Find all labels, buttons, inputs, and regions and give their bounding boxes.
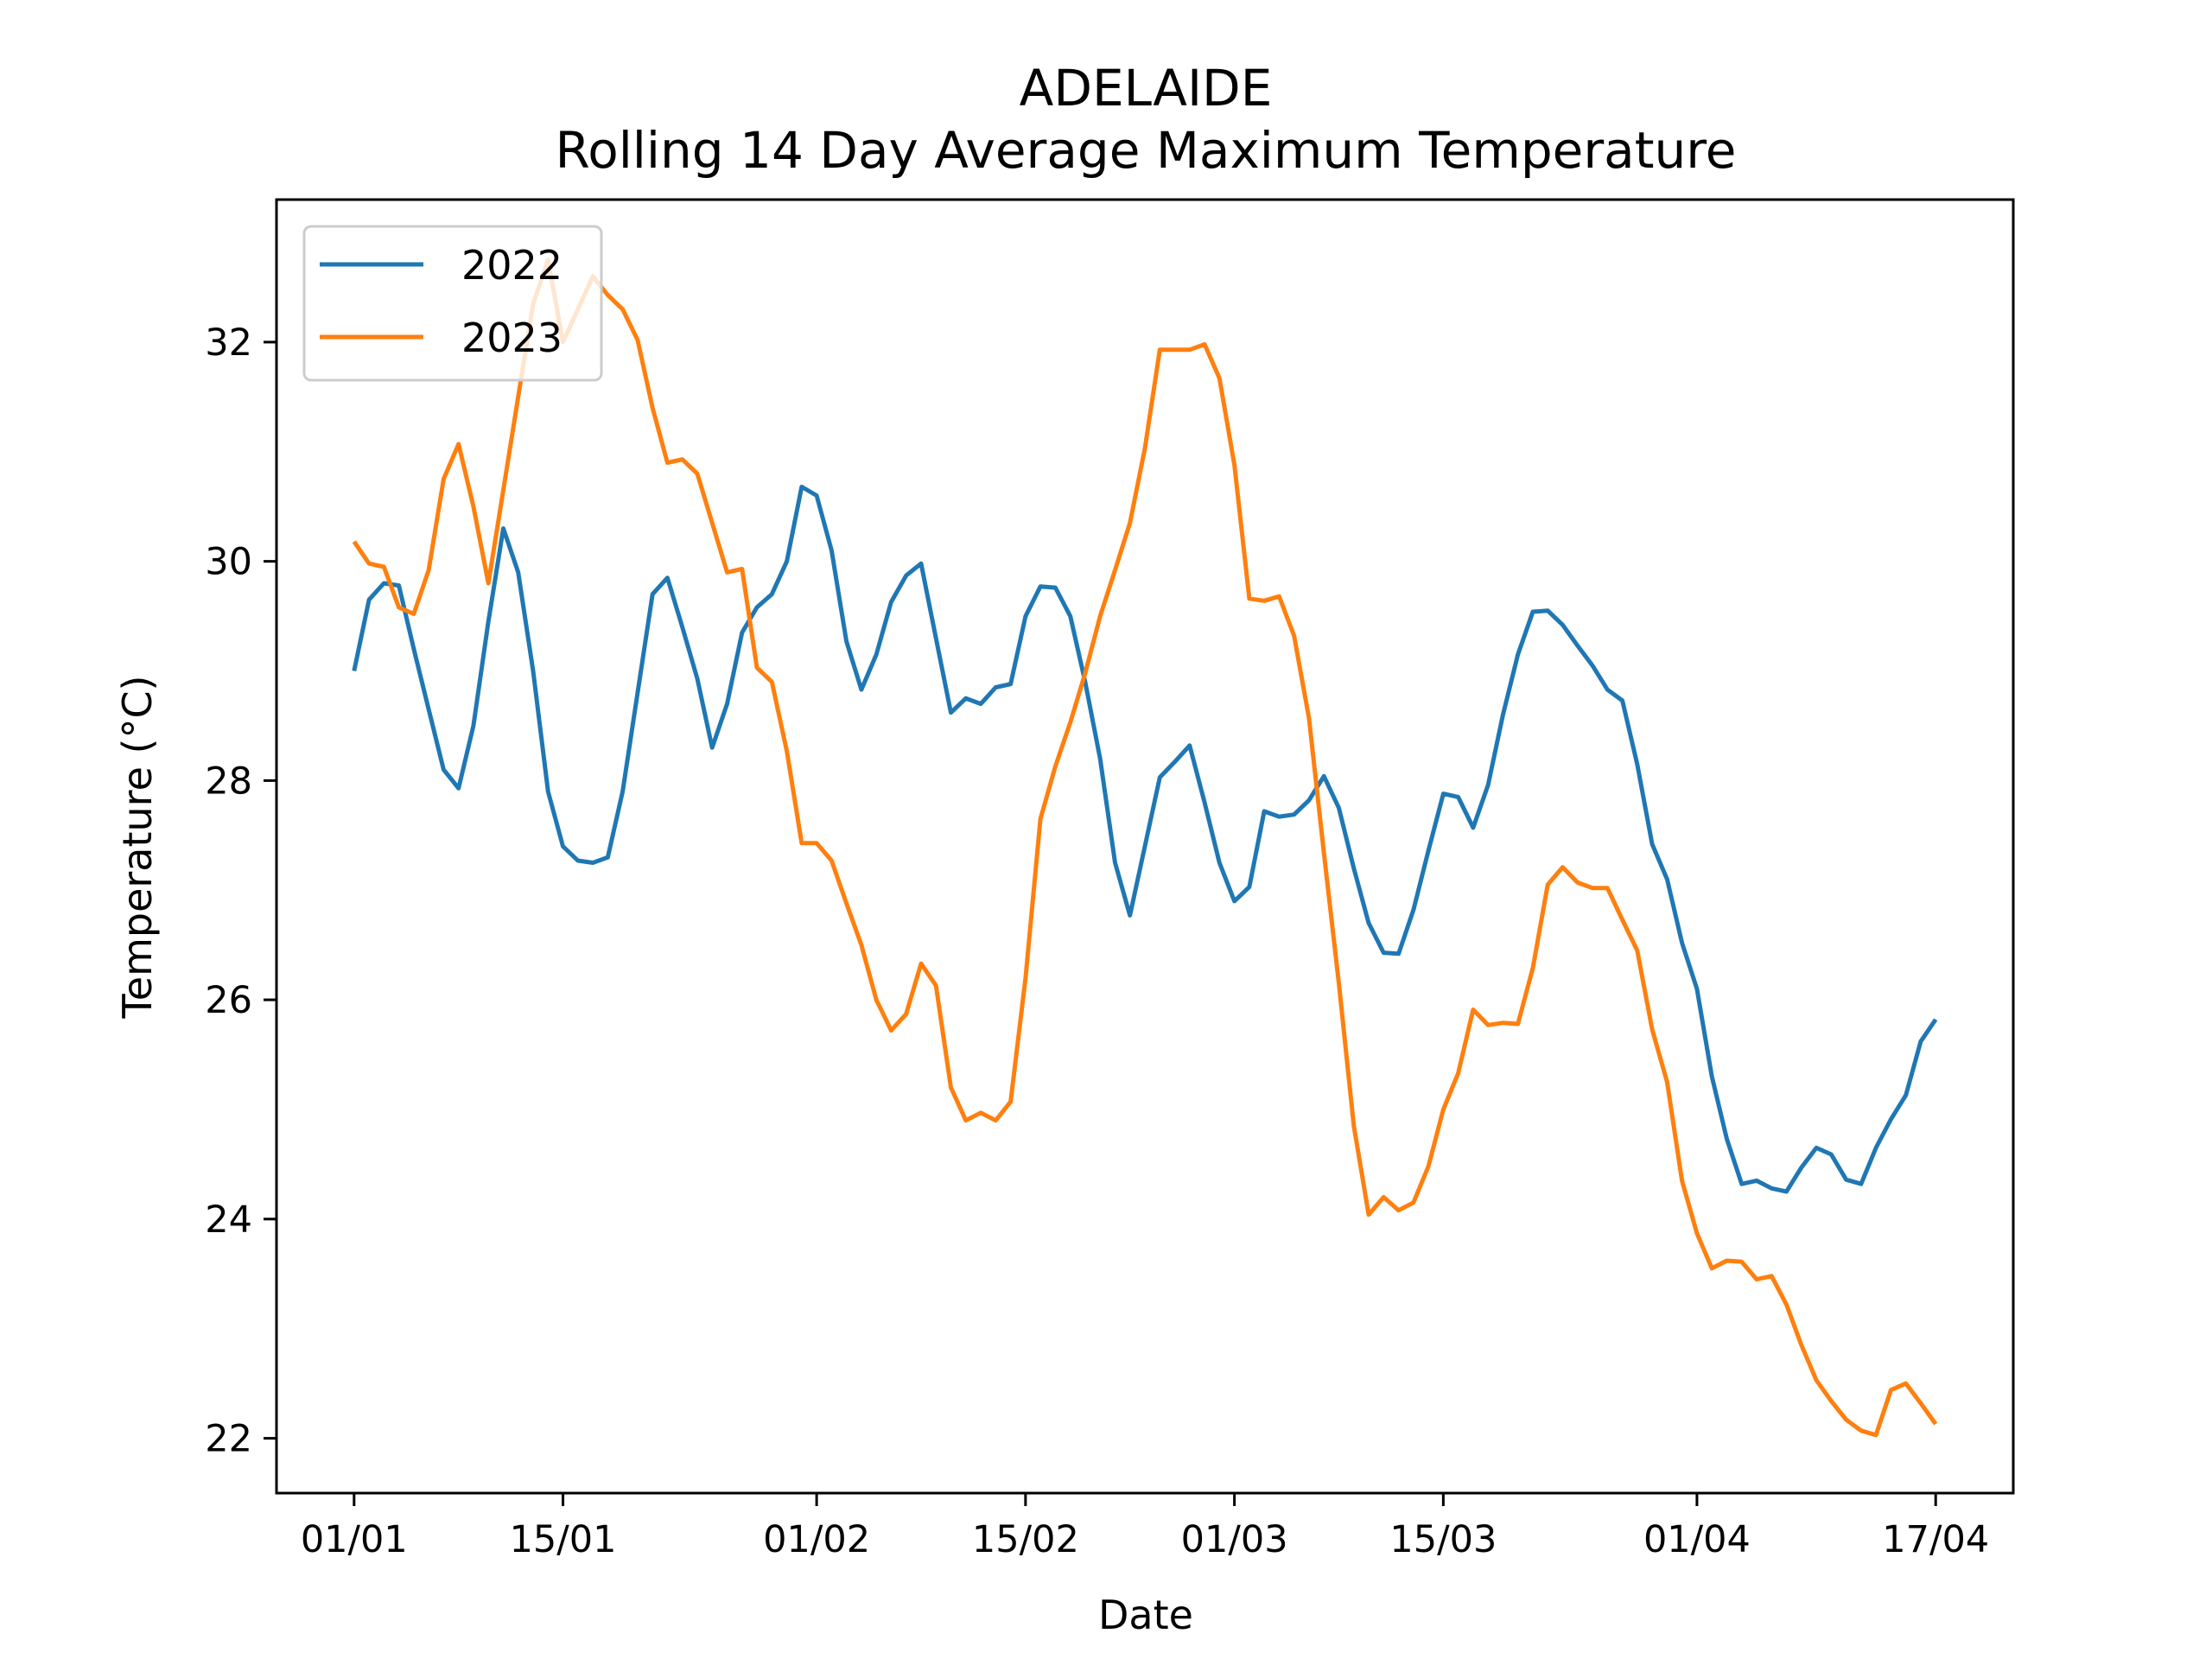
x-axis-label: Date <box>1098 1592 1193 1638</box>
legend: 2022 2023 <box>302 225 603 382</box>
chart-subtitle: Rolling 14 Day Average Maximum Temperatu… <box>556 121 1737 180</box>
y-tick-label: 28 <box>205 760 252 803</box>
y-tick-label: 32 <box>205 321 252 365</box>
chart-title: ADELAIDE <box>1020 59 1273 118</box>
series-lines <box>352 257 1938 1438</box>
legend-label-2022: 2022 <box>461 242 563 289</box>
plot-frame <box>275 198 2015 1495</box>
y-tick-label: 24 <box>205 1198 252 1242</box>
x-tick-label: 15/02 <box>972 1518 1079 1561</box>
x-tick-label: 01/04 <box>1643 1518 1751 1561</box>
y-axis-label: Temperature (°C) <box>114 675 161 1019</box>
x-tick-label: 01/02 <box>763 1518 870 1561</box>
y-axis: 22 24 26 28 30 32 <box>205 321 276 1461</box>
x-tick-label: 01/03 <box>1181 1518 1288 1561</box>
x-tick-label: 17/04 <box>1882 1518 1989 1561</box>
y-tick-label: 30 <box>205 541 252 584</box>
x-tick-label: 15/03 <box>1389 1518 1497 1561</box>
y-tick-label: 22 <box>205 1418 252 1461</box>
x-axis: 01/01 15/01 01/02 15/02 01/03 15/03 01/04 17/04 <box>301 1493 1989 1561</box>
x-tick-label: 01/01 <box>301 1518 408 1561</box>
legend-label-2023: 2023 <box>461 315 563 361</box>
y-tick-label: 26 <box>205 979 252 1022</box>
series-line-2022 <box>352 484 1938 1194</box>
series-line-2023 <box>352 257 1938 1438</box>
x-tick-label: 15/01 <box>510 1518 617 1561</box>
